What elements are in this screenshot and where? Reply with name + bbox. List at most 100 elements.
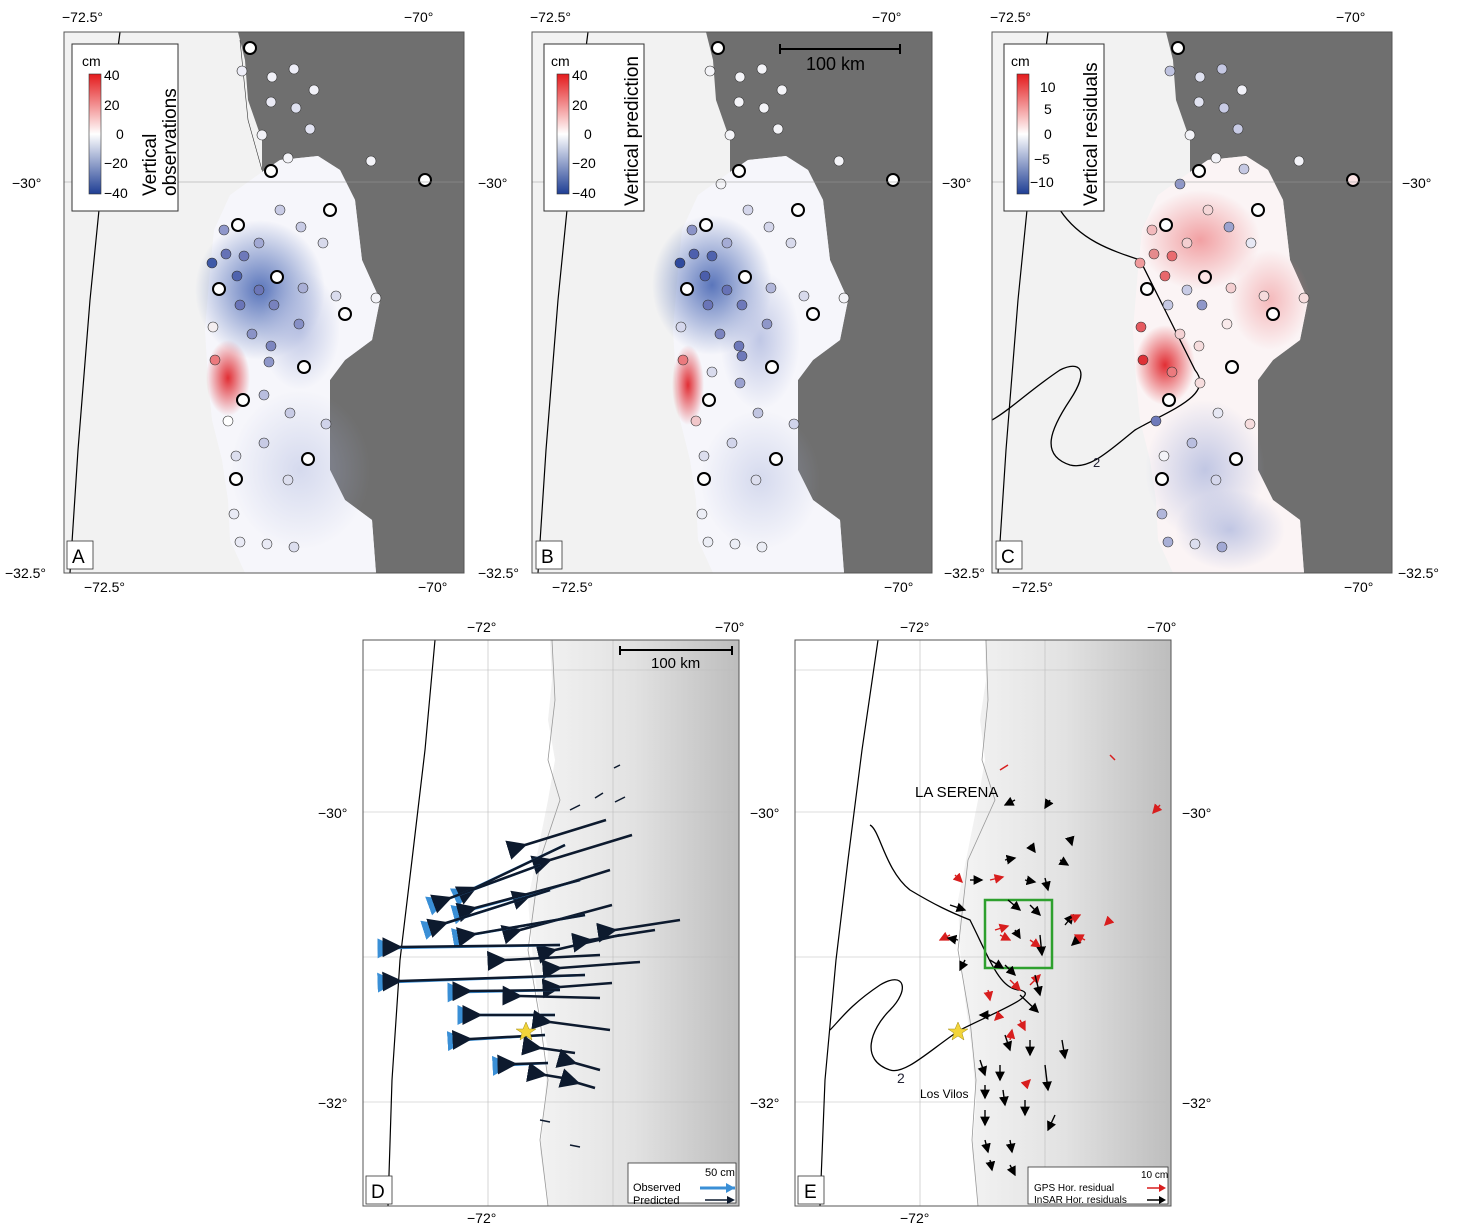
lon-label-b-4: −70° [884,579,913,595]
colorbar-b [556,73,570,195]
lat-label-d-1: −30° [318,805,347,821]
colorbar-unit-b: cm [551,53,570,69]
lat-label-c-1: −30° [942,175,971,191]
contour-label-c: 2 [1093,455,1100,470]
lon-label-b-3: −72.5° [552,579,593,595]
cbar-tick-b-4: −40 [572,185,596,201]
relief-land [528,640,739,1206]
residuals-e [938,754,1163,1177]
lat-label-a-1: −30° [12,175,41,191]
panel-letter-e: E [804,1182,817,1203]
panel-c: 2 [991,31,1393,574]
cbar-tick-a-2: 0 [116,126,124,142]
contour-label-e: 2 [897,1070,905,1086]
lon-label-a-3: −72.5° [84,579,125,595]
cbar-tick-c-4: −10 [1030,174,1054,190]
land-mass [238,32,464,573]
scale-bar-label-b: 100 km [806,54,865,74]
observed-label: Observed [633,1182,681,1194]
cbar-tick-a-1: 20 [104,97,120,113]
land-mass [706,32,932,573]
insar-label: InSAR Hor. residuals [1034,1195,1127,1206]
lat-label-e-1: −30° [1182,805,1211,821]
legend-title-a-2: observations [160,88,181,196]
vector-scale-d: 50 cm [705,1167,735,1179]
lat-label-a-2: −32.5° [5,565,46,581]
lat-label-e-2: −32° [1182,1095,1211,1111]
lon-label-d-3: −72° [467,1210,496,1226]
lon-label-c-1: −72.5° [990,9,1031,25]
panel-e: 2 [794,639,1172,1207]
epicenter-star [947,1021,969,1041]
panel-a: cm 40 20 0 −20 −40 Vertical observations… [63,31,465,574]
cbar-tick-a-3: −20 [104,155,128,171]
lon-label-c-4: −70° [1344,579,1373,595]
stations-a [206,41,432,553]
panel-letter-a: A [72,547,85,568]
panel-d: 100 km 50 cm Observed Predicted D [362,639,740,1207]
cbar-tick-c-0: 10 [1040,79,1056,95]
lon-label-a-2: −70° [404,9,433,25]
vector-legend-d [627,1162,737,1204]
panel-letter-box-c [995,540,1023,570]
cbar-tick-c-3: −5 [1034,151,1050,167]
lat-label-c-3: −30° [1402,175,1431,191]
land-mass [1166,32,1392,573]
cbar-tick-b-2: 0 [584,126,592,142]
lat-label-d-2: −32° [318,1095,347,1111]
top-axis-labels: −72.5° −70° −72.5° −70° −72.5° −70° −72.… [5,9,1439,595]
cbar-tick-a-4: −40 [104,185,128,201]
panel-letter-d: D [371,1182,385,1203]
panel-letter-box-e [797,1175,825,1205]
panel-letter-box-a [66,540,94,570]
panel-letter-box-b [535,540,563,570]
relief-land [958,640,1171,1206]
cbar-tick-c-1: 5 [1044,101,1052,117]
city-la-serena: LA SERENA [915,784,998,801]
zoom-box [983,898,1054,970]
stations-c [1134,41,1360,553]
lon-label-b-1: −72.5° [530,9,571,25]
gps-label: GPS Hor. residual [1034,1183,1114,1194]
legend-title-b: Vertical prediction [622,56,643,206]
lat-label-c-2: −32.5° [944,565,985,581]
panel-letter-b: B [541,547,554,568]
panel-letter-c: C [1001,547,1015,568]
panel-b: cm 40 20 0 −20 −40 Vertical prediction 1… [531,31,933,574]
cbar-tick-b-3: −20 [572,155,596,171]
legend-title-c: Vertical residuals [1081,62,1102,206]
bottom-axis-labels: −72° −70° −72° −72° −70° −72° −30° −32° … [318,619,1211,1226]
epicenter-star [515,1021,537,1041]
slip-contour [991,209,1201,467]
vectors-d [377,764,681,1148]
cbar-tick-a-0: 40 [104,67,120,83]
colorbar-c [1016,73,1030,195]
town-los-vilos: Los Vilos [920,1087,968,1101]
lat-label-c-4: −32.5° [1398,565,1439,581]
lat-label-d-3: −30° [750,805,779,821]
cbar-tick-c-2: 0 [1044,126,1052,142]
lon-label-e-1: −72° [900,619,929,635]
colorbar-unit-a: cm [82,53,101,69]
lon-label-e-3: −72° [900,1210,929,1226]
lon-label-a-1: −72.5° [62,9,103,25]
residual-scale-e: 10 cm [1141,1170,1168,1181]
lon-label-d-1: −72° [467,619,496,635]
lon-label-d-2: −70° [715,619,744,635]
colorbar-unit-c: cm [1011,53,1030,69]
cbar-tick-b-0: 40 [572,67,588,83]
lat-label-d-4: −32° [750,1095,779,1111]
cbar-tick-b-1: 20 [572,97,588,113]
stations-b [674,41,900,553]
lon-label-b-2: −70° [872,9,901,25]
lon-label-c-2: −70° [1336,9,1365,25]
scale-bar-label-d: 100 km [651,655,700,672]
lon-label-a-4: −70° [418,579,447,595]
predicted-label: Predicted [633,1195,679,1207]
colorbar-a [88,73,102,195]
legend-title-a-1: Vertical [140,134,161,196]
lat-label-b-1: −30° [478,175,507,191]
residual-legend-e [1027,1166,1169,1205]
lon-label-c-3: −72.5° [1012,579,1053,595]
